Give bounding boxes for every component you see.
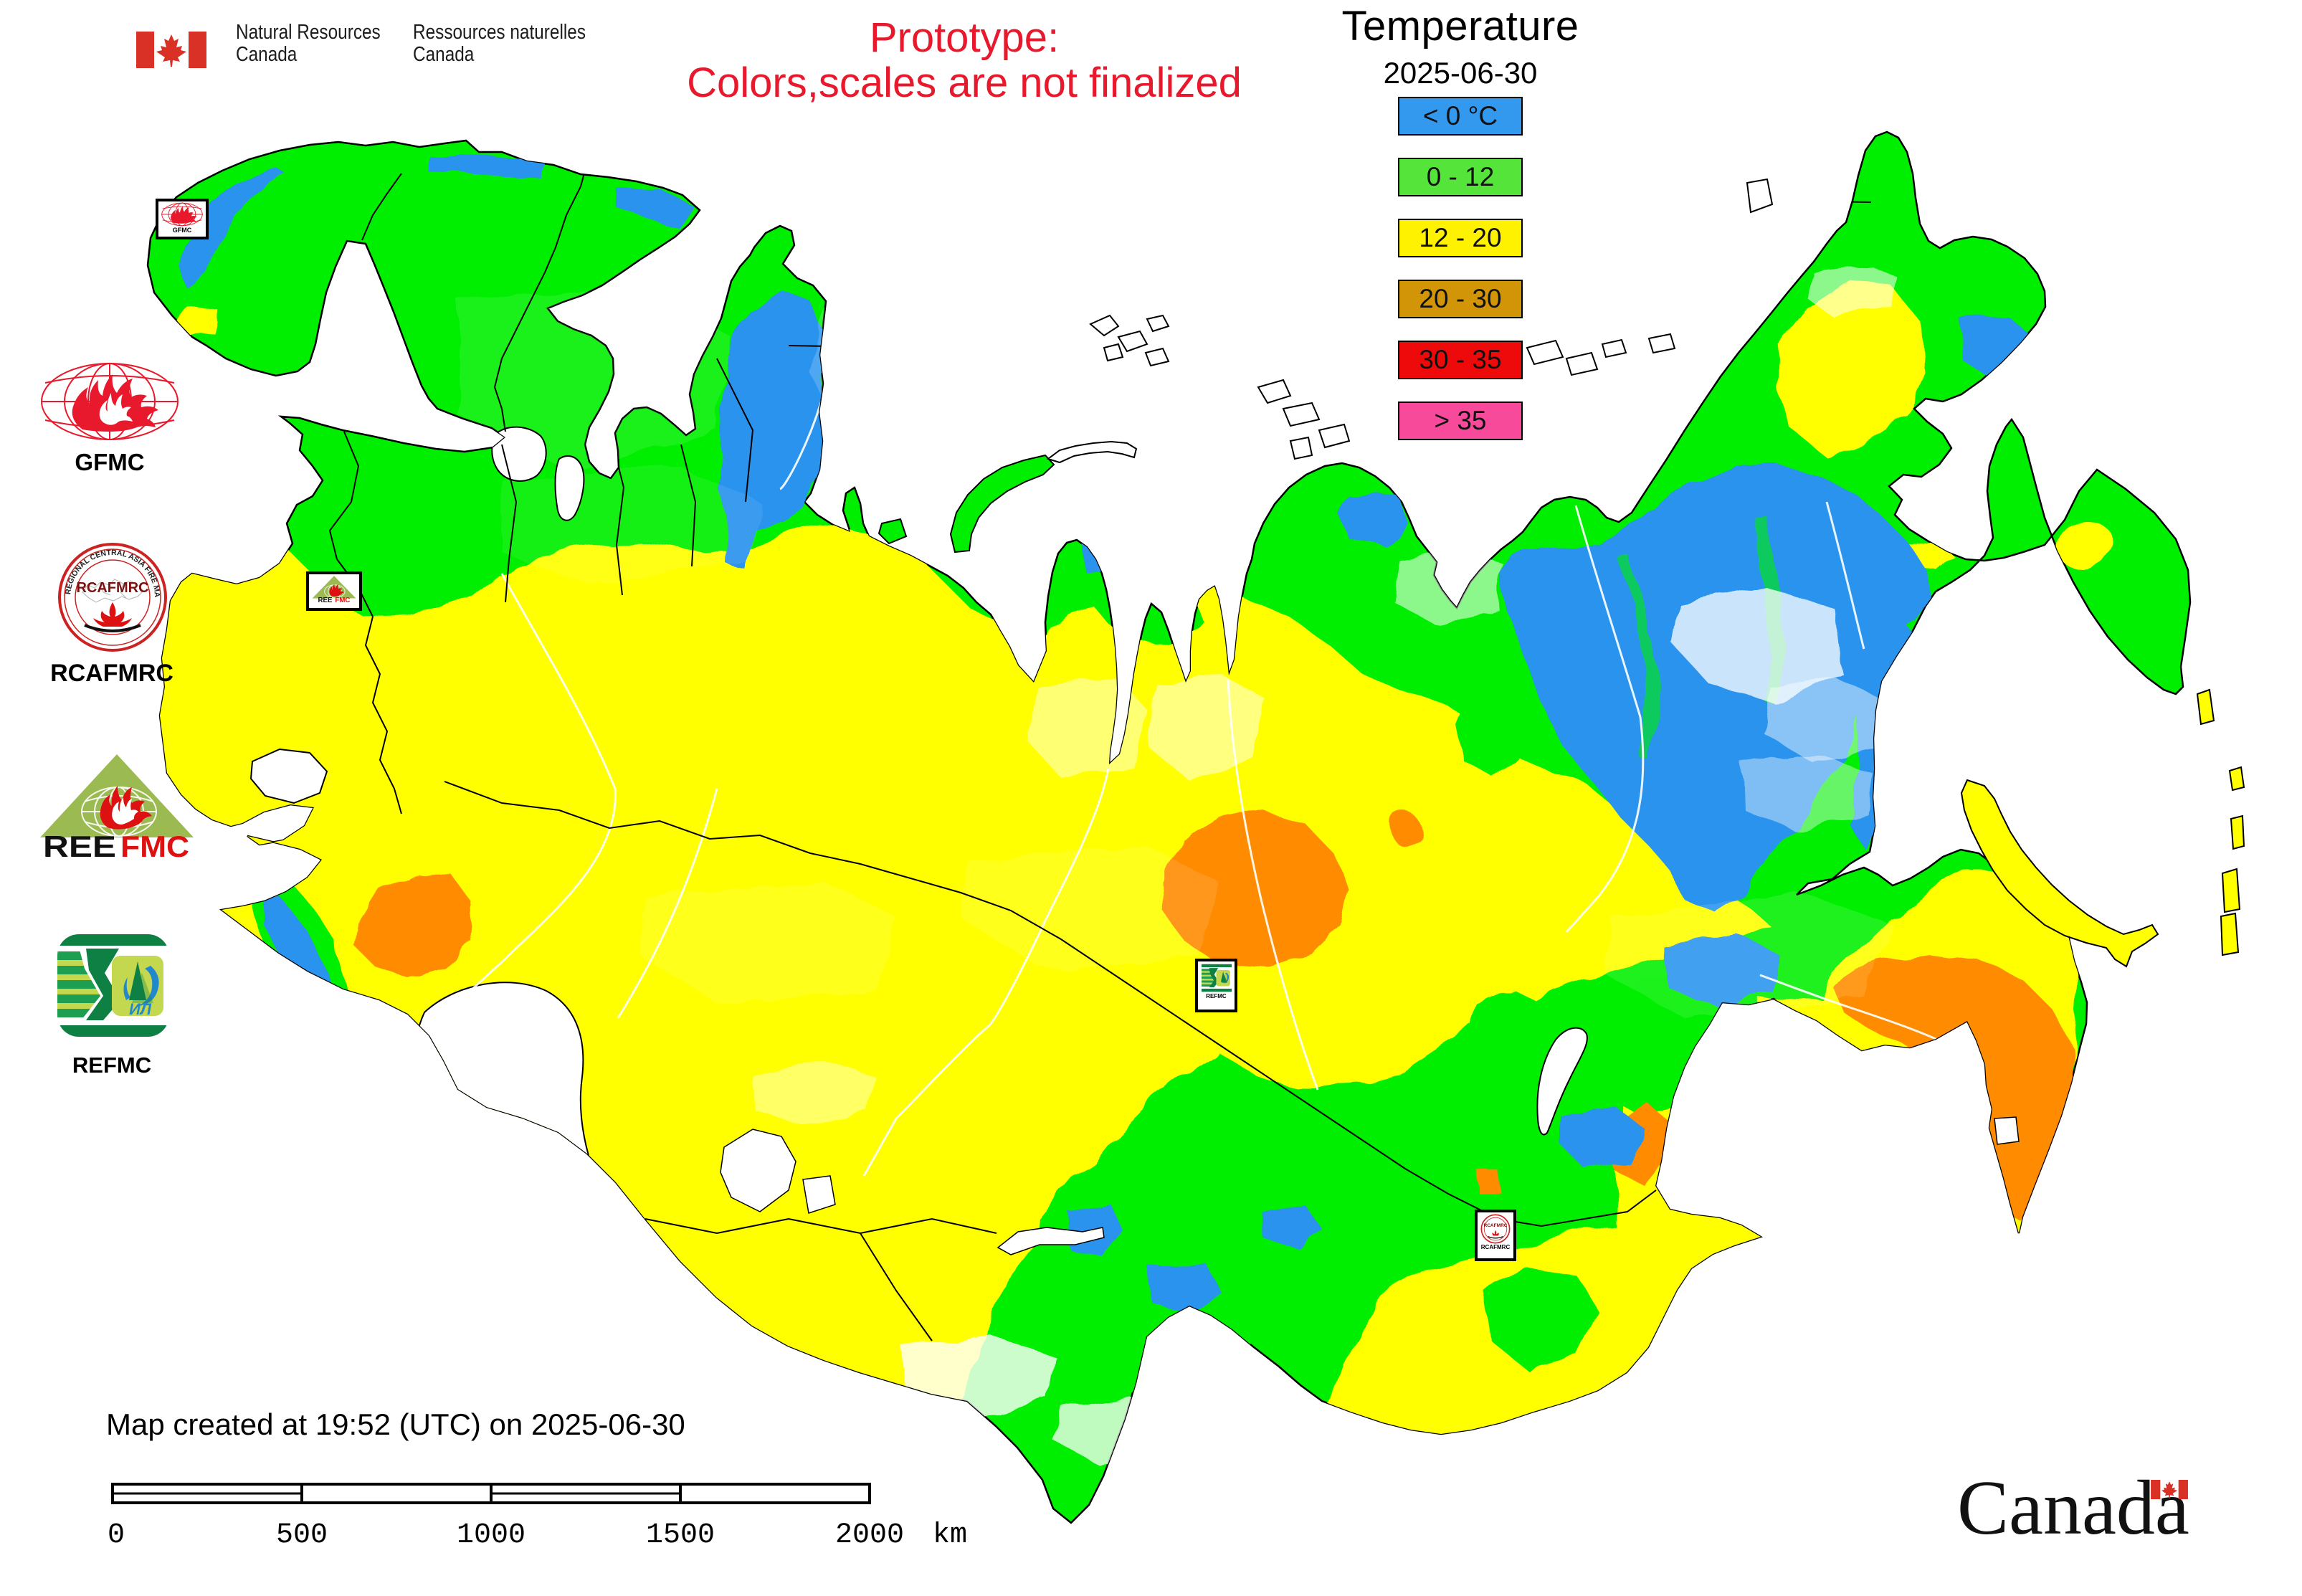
svg-text:2000: 2000 bbox=[835, 1519, 904, 1545]
svg-text:0: 0 bbox=[108, 1519, 125, 1545]
svg-text:RCAFMRC: RCAFMRC bbox=[1483, 1223, 1507, 1228]
svg-text:REE: REE bbox=[318, 597, 333, 604]
svg-text:RCAFMRC: RCAFMRC bbox=[76, 580, 148, 596]
svg-text:km: km bbox=[933, 1519, 967, 1545]
svg-text:1500: 1500 bbox=[646, 1519, 715, 1545]
svg-text:FMC: FMC bbox=[120, 830, 189, 859]
svg-text:FMC: FMC bbox=[335, 597, 350, 604]
svg-text:REE: REE bbox=[43, 830, 116, 859]
svg-text:ИЛ: ИЛ bbox=[129, 1000, 152, 1018]
svg-text:1000: 1000 bbox=[457, 1519, 525, 1545]
svg-text:500: 500 bbox=[276, 1519, 328, 1545]
